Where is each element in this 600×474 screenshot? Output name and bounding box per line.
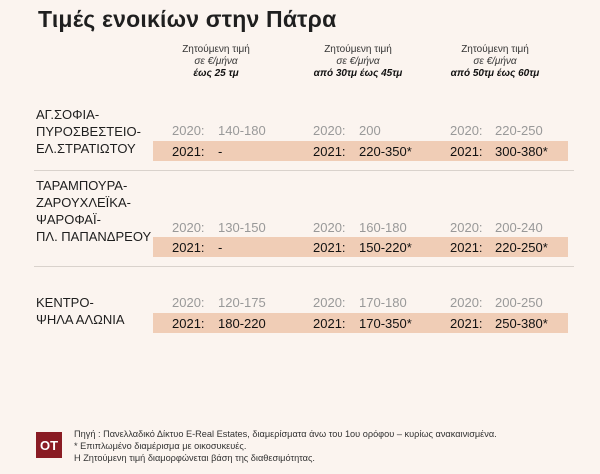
region-agia-sofia: ΑΓ.ΣΟΦΙΑ- ΠΥΡΟΣΒΕΣΤΕΙΟ- ΕΛ.ΣΤΡΑΤΙΩΤΟΥ: [36, 106, 156, 157]
column-header-line1: Ζητούμενη τιμή: [324, 44, 392, 55]
year-2020-label: 2020:: [172, 295, 205, 310]
price-2021-medium: 170-350*: [359, 316, 412, 331]
year-2021-label: 2021:: [313, 144, 346, 159]
price-2021-small: 180-220: [218, 316, 266, 331]
column-header-small: Ζητούμενη τιμή σε €/μήνα έως 25 τμ: [141, 44, 291, 80]
source-note: Πηγή : Πανελλαδικό Δίκτυο E-Real Estates…: [74, 429, 497, 439]
column-header-line1: Ζητούμενη τιμή: [461, 44, 529, 55]
price-2021-small: -: [218, 240, 223, 255]
price-2021-large: 250-380*: [495, 316, 548, 331]
ot-logo: ΟΤ: [36, 432, 62, 458]
price-2020-medium: 170-180: [359, 295, 407, 310]
price-2020-small: 140-180: [218, 123, 266, 138]
price-2021-large: 220-250*: [495, 240, 548, 255]
year-2021-label: 2021:: [450, 144, 483, 159]
price-2020-medium: 200: [359, 123, 381, 138]
year-2021-label: 2021:: [450, 240, 483, 255]
region-line: ΑΓ.ΣΟΦΙΑ-: [36, 107, 100, 122]
year-2021-label: 2021:: [313, 240, 346, 255]
year-2020-label: 2020:: [313, 295, 346, 310]
availability-note: Η Ζητούμενη τιμή διαμορφώνεται βάση της …: [74, 453, 315, 463]
column-header-range: από 30τμ έως 45τμ: [313, 68, 403, 79]
row-divider: [34, 266, 574, 267]
region-line: ΠΥΡΟΣΒΕΣΤΕΙΟ-: [36, 124, 141, 139]
year-2021-label: 2021:: [450, 316, 483, 331]
year-2020-label: 2020:: [172, 123, 205, 138]
price-2020-small: 130-150: [218, 220, 266, 235]
price-2020-large: 200-240: [495, 220, 543, 235]
year-2020-label: 2020:: [450, 123, 483, 138]
price-2021-medium: 150-220*: [359, 240, 412, 255]
price-2020-medium: 160-180: [359, 220, 407, 235]
region-line: ΨΗΛΑ ΑΛΩΝΙΑ: [36, 312, 125, 327]
column-header-large: Ζητούμενη τιμή σε €/μήνα από 50τμ έως 60…: [420, 44, 570, 80]
year-2021-label: 2021:: [172, 316, 205, 331]
region-tarampoura: ΤΑΡΑΜΠΟΥΡΑ- ΖΑΡΟΥΧΛΕΪΚΑ- ΨΑΡΟΦΑΪ- ΠΛ. ΠΑ…: [36, 177, 156, 245]
price-2021-large: 300-380*: [495, 144, 548, 159]
price-2021-small: -: [218, 144, 223, 159]
column-header-range: έως 25 τμ: [193, 68, 239, 79]
year-2021-label: 2021:: [172, 144, 205, 159]
year-2021-label: 2021:: [313, 316, 346, 331]
column-header-unit: σε €/μήνα: [336, 56, 380, 67]
region-line: ΖΑΡΟΥΧΛΕΪΚΑ-: [36, 195, 131, 210]
price-2020-large: 200-250: [495, 295, 543, 310]
region-line: ΚΕΝΤΡΟ-: [36, 295, 94, 310]
region-kentro: ΚΕΝΤΡΟ- ΨΗΛΑ ΑΛΩΝΙΑ: [36, 294, 156, 328]
column-header-unit: σε €/μήνα: [194, 56, 238, 67]
price-2021-medium: 220-350*: [359, 144, 412, 159]
column-header-range: από 50τμ έως 60τμ: [450, 68, 540, 79]
column-header-line1: Ζητούμενη τιμή: [182, 44, 250, 55]
year-2020-label: 2020:: [313, 123, 346, 138]
year-2020-label: 2020:: [450, 295, 483, 310]
column-header-unit: σε €/μήνα: [473, 56, 517, 67]
column-header-medium: Ζητούμενη τιμή σε €/μήνα από 30τμ έως 45…: [283, 44, 433, 80]
price-2020-small: 120-175: [218, 295, 266, 310]
region-line: ΨΑΡΟΦΑΪ-: [36, 212, 101, 227]
page-title: Τιμές ενοικίων στην Πάτρα: [38, 6, 337, 32]
region-line: ΕΛ.ΣΤΡΑΤΙΩΤΟΥ: [36, 141, 136, 156]
year-2021-label: 2021:: [172, 240, 205, 255]
row-divider: [34, 170, 574, 171]
region-line: ΠΛ. ΠΑΠΑΝΔΡΕΟΥ: [36, 229, 152, 244]
price-2020-large: 220-250: [495, 123, 543, 138]
year-2020-label: 2020:: [313, 220, 346, 235]
furnished-note: * Επιπλωμένο διαμέρισμα με οικοσυκευές.: [74, 441, 247, 451]
row-2021-highlight: [153, 141, 568, 161]
year-2020-label: 2020:: [172, 220, 205, 235]
year-2020-label: 2020:: [450, 220, 483, 235]
row-2021-highlight: [153, 313, 568, 333]
region-line: ΤΑΡΑΜΠΟΥΡΑ-: [36, 178, 128, 193]
row-2021-highlight: [153, 237, 568, 257]
